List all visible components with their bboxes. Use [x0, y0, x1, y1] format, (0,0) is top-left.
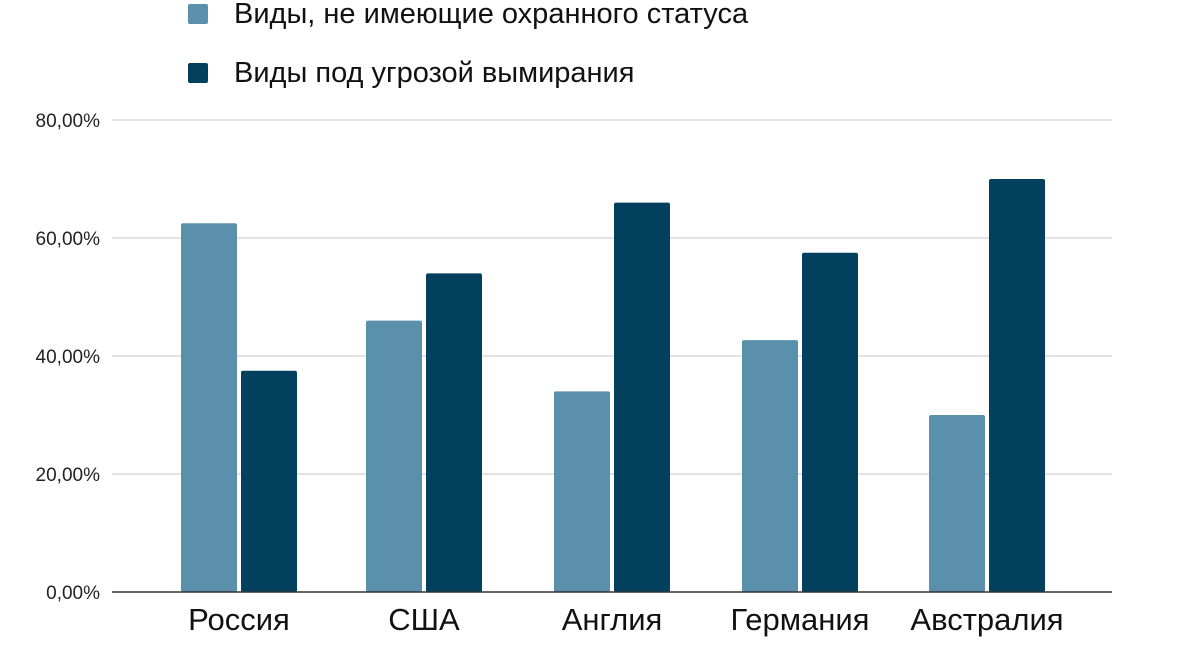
legend-item-series-1: Виды, не имеющие охранного статуса — [188, 0, 748, 34]
y-tick-label: 80,00% — [36, 111, 101, 132]
x-category-label: Россия — [188, 602, 290, 637]
y-tick-label: 0,00% — [46, 583, 100, 604]
legend-swatch-series-1 — [188, 4, 208, 24]
x-category-label: Германия — [731, 602, 870, 637]
chart-legend: Виды, не имеющие охранного статуса Виды … — [188, 0, 1088, 100]
bar-1-5 — [929, 415, 985, 592]
y-tick-label: 40,00% — [36, 347, 101, 368]
x-category-label: США — [388, 602, 460, 637]
legend-label-series-1: Виды, не имеющие охранного статуса — [234, 0, 749, 30]
bar-1-2 — [366, 320, 422, 592]
bar-2-2 — [426, 273, 482, 592]
legend-swatch-series-2 — [188, 63, 208, 83]
chart-bars — [181, 179, 1045, 592]
legend-label-series-2: Виды под угрозой вымирания — [234, 56, 635, 89]
x-axis-category-labels: Россия США Англия Германия Австралия — [188, 602, 1063, 637]
bar-2-5 — [989, 179, 1045, 592]
bar-1-3 — [554, 391, 610, 592]
y-tick-label: 20,00% — [36, 465, 101, 486]
bar-1-1 — [181, 223, 237, 592]
x-category-label: Англия — [562, 602, 663, 637]
bar-2-4 — [802, 252, 858, 592]
x-category-label: Австралия — [910, 602, 1063, 637]
legend-item-series-2: Виды под угрозой вымирания — [188, 53, 634, 93]
bar-2-1 — [241, 370, 297, 592]
y-tick-label: 60,00% — [36, 229, 101, 250]
bar-1-4 — [742, 340, 798, 592]
bar-2-3 — [614, 202, 670, 592]
y-axis-tick-labels: 0,00% 20,00% 40,00% 60,00% 80,00% — [36, 111, 101, 604]
